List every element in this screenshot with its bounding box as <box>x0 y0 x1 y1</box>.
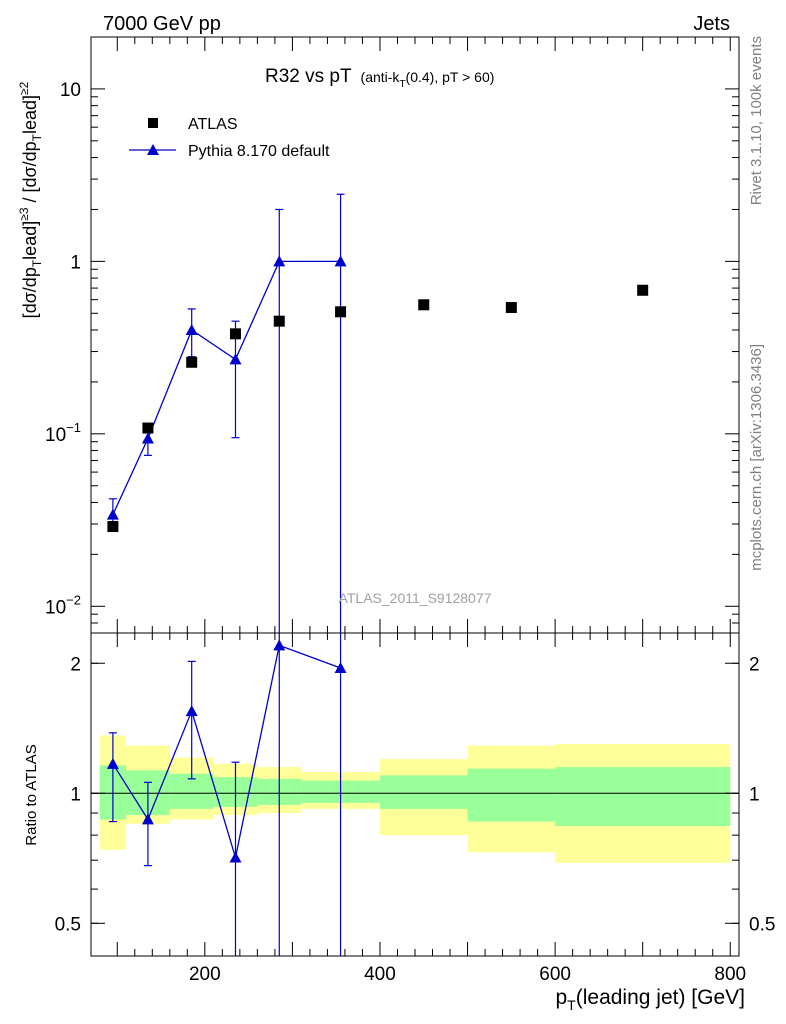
legend-pythia-marker <box>147 144 159 155</box>
atlas-data-point <box>107 521 119 533</box>
main-ytick-label: 10 <box>60 80 81 101</box>
analysis-watermark: ATLAS_2011_S9128077 <box>339 590 492 606</box>
pythia-data-point <box>185 323 198 335</box>
ratio-data-point <box>334 662 347 674</box>
rivet-label: Rivet 3.1.10, 100k events <box>748 36 765 205</box>
ratio-band-inner <box>555 767 731 826</box>
legend-atlas-label: ATLAS <box>188 116 238 133</box>
main-ytick-label: 1 <box>70 252 81 273</box>
ratio-data-point <box>141 813 154 825</box>
x-tick-label: 200 <box>189 964 221 985</box>
ratio-ylabel: Ratio to ATLAS <box>23 744 40 845</box>
plot-title: R32 vs pT (anti-kT(0.4), pT > 60) <box>265 66 494 90</box>
main-ylabel: [dσ/dpTlead]≥3 / [dσ/dpTlead]≥2 <box>17 81 44 318</box>
atlas-data-point <box>335 306 347 318</box>
ratio-data-point <box>106 757 119 769</box>
ratio-data-point <box>185 705 198 717</box>
pythia-data-point <box>141 432 154 444</box>
mcplots-label: mcplots.cern.ch [arXiv:1306.3436] <box>748 344 765 571</box>
ratio-band-inner <box>467 768 556 822</box>
main-ytick-label: 10−1 <box>45 420 81 446</box>
ratio-ytick-label-left: 2 <box>70 654 81 675</box>
pythia-data-point <box>273 255 286 267</box>
x-tick-label: 800 <box>714 964 746 985</box>
atlas-data-point <box>142 422 154 434</box>
ratio-data-point <box>273 639 286 651</box>
ratio-plot-panel: 0.5 0.5 1 1 2 2 200 400 600 800 Ratio to ATLAS <box>23 632 775 985</box>
ratio-ytick-label-left: 0.5 <box>55 914 81 935</box>
ratio-series-line <box>112 644 341 858</box>
atlas-data-point <box>273 315 285 327</box>
ratio-band-inner <box>169 773 214 809</box>
main-plot-panel: 10−2 10−1 1 10 R32 vs pT (anti-kT(0.4), pT … <box>17 36 740 634</box>
main-ytick-label: 10−2 <box>45 592 81 618</box>
ratio-band-inner <box>379 775 468 809</box>
pythia-data-point <box>106 508 119 520</box>
atlas-data-point <box>418 299 430 311</box>
legend-atlas-marker <box>148 118 158 128</box>
ratio-data-point <box>229 851 242 863</box>
pythia-data-point <box>334 255 347 267</box>
header-right: Jets <box>693 13 730 35</box>
header-left: 7000 GeV pp <box>103 13 221 35</box>
ratio-ytick-label-right: 2 <box>749 654 760 675</box>
legend-pythia-label: Pythia 8.170 default <box>188 143 330 160</box>
atlas-data-point <box>186 356 198 368</box>
x-tick-label: 600 <box>539 964 571 985</box>
x-axis-label: pT(leading jet) [GeV] <box>555 986 745 1013</box>
ratio-ytick-label-right: 1 <box>749 784 760 805</box>
atlas-data-point <box>637 284 649 296</box>
legend: ATLAS Pythia 8.170 default <box>129 116 330 160</box>
pythia-data-point <box>229 353 242 365</box>
x-tick-label: 400 <box>364 964 396 985</box>
atlas-data-point <box>505 302 517 314</box>
ratio-ytick-label-left: 1 <box>70 784 81 805</box>
ratio-ytick-label-right: 0.5 <box>749 914 775 935</box>
atlas-data-point <box>229 328 241 340</box>
pythia-series-line <box>112 260 341 515</box>
